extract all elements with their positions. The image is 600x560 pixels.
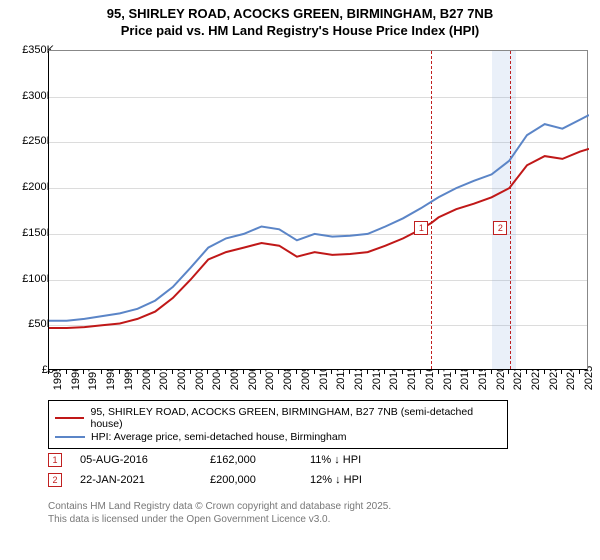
tx-diff: 11% ↓ HPI: [310, 454, 410, 466]
line-series-svg: [49, 51, 589, 371]
legend-label: 95, SHIRLEY ROAD, ACOCKS GREEN, BIRMINGH…: [90, 406, 501, 430]
table-row: 2 22-JAN-2021 £200,000 12% ↓ HPI: [48, 470, 410, 490]
transaction-table: 1 05-AUG-2016 £162,000 11% ↓ HPI 2 22-JA…: [48, 450, 410, 490]
legend-row: 95, SHIRLEY ROAD, ACOCKS GREEN, BIRMINGH…: [55, 406, 501, 430]
legend-swatch: [55, 417, 84, 419]
tx-date: 22-JAN-2021: [80, 474, 210, 486]
chart-container: 95, SHIRLEY ROAD, ACOCKS GREEN, BIRMINGH…: [0, 0, 600, 560]
tx-price: £200,000: [210, 474, 310, 486]
legend-label: HPI: Average price, semi-detached house,…: [91, 431, 346, 443]
title-line-1: 95, SHIRLEY ROAD, ACOCKS GREEN, BIRMINGH…: [0, 6, 600, 23]
event-marker: 2: [493, 221, 507, 235]
tx-marker: 2: [48, 473, 62, 487]
series-price_paid: [49, 149, 589, 328]
legend-swatch: [55, 436, 85, 438]
tx-diff: 12% ↓ HPI: [310, 474, 410, 486]
chart-title: 95, SHIRLEY ROAD, ACOCKS GREEN, BIRMINGH…: [0, 0, 600, 40]
footer-line-2: This data is licensed under the Open Gov…: [48, 513, 391, 526]
plot-area: 12: [48, 50, 588, 370]
tx-date: 05-AUG-2016: [80, 454, 210, 466]
series-hpi: [49, 115, 589, 321]
tx-price: £162,000: [210, 454, 310, 466]
event-marker: 1: [414, 221, 428, 235]
legend-box: 95, SHIRLEY ROAD, ACOCKS GREEN, BIRMINGH…: [48, 400, 508, 449]
footer-attribution: Contains HM Land Registry data © Crown c…: [48, 500, 391, 526]
title-line-2: Price paid vs. HM Land Registry's House …: [0, 23, 600, 40]
legend-row: HPI: Average price, semi-detached house,…: [55, 431, 501, 443]
table-row: 1 05-AUG-2016 £162,000 11% ↓ HPI: [48, 450, 410, 470]
footer-line-1: Contains HM Land Registry data © Crown c…: [48, 500, 391, 513]
tx-marker: 1: [48, 453, 62, 467]
